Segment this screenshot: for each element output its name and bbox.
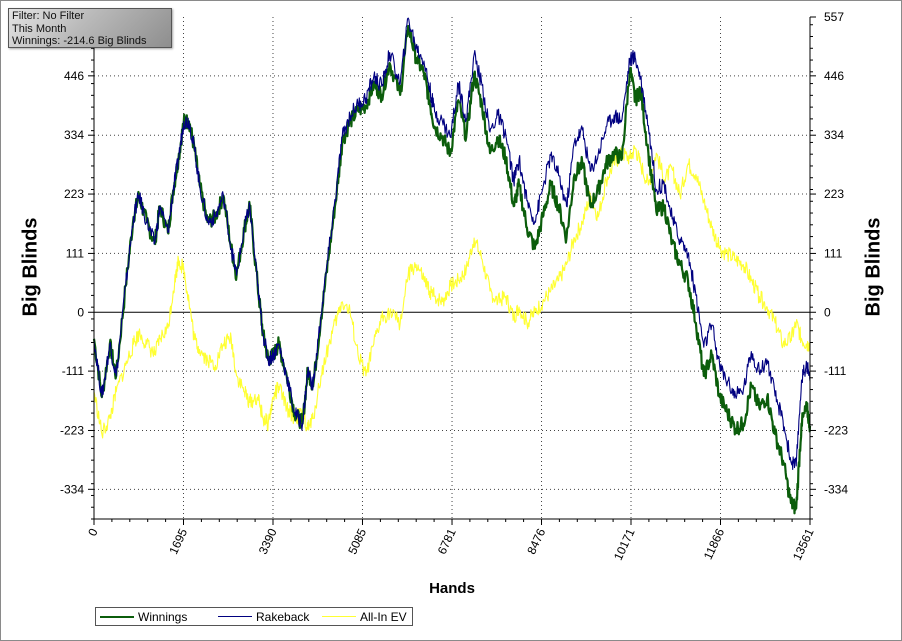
x-tick-label: 1695 xyxy=(166,526,190,556)
legend-swatch-rakeback xyxy=(218,616,252,617)
x-tick-label: 6781 xyxy=(435,526,459,556)
info-box: Filter: No Filter This Month Winnings: -… xyxy=(8,8,172,48)
legend-item-allin-ev: All-In EV xyxy=(318,610,407,624)
y-tick-label-right: 223 xyxy=(824,187,844,201)
y-tick-label-right: 557 xyxy=(824,10,844,24)
x-tick-label: 5085 xyxy=(345,526,369,556)
y-tick-label-left: -223 xyxy=(60,423,84,437)
legend-label-allin-ev: All-In EV xyxy=(360,609,407,624)
y-tick-label-left: 223 xyxy=(64,187,84,201)
series-line-allin-ev xyxy=(93,145,811,439)
plot-area xyxy=(94,17,810,519)
y-axis-label-right: Big Blinds xyxy=(862,217,885,317)
legend: Winnings Rakeback All-In EV xyxy=(95,607,413,626)
x-tick-label: 3390 xyxy=(256,526,280,556)
legend-item-rakeback: Rakeback xyxy=(214,610,318,624)
y-tick-label-left: 0 xyxy=(77,305,84,319)
y-tick-label-left: 111 xyxy=(66,246,85,260)
legend-label-rakeback: Rakeback xyxy=(256,609,310,624)
y-tick-label-right: 446 xyxy=(824,69,844,83)
x-axis-label: Hands xyxy=(429,580,475,597)
y-tick-label-right: 334 xyxy=(824,128,844,142)
y-tick-label-left: -111 xyxy=(62,364,85,378)
series-line-rakeback xyxy=(93,17,811,471)
winnings-text: Winnings: -214.6 Big Blinds xyxy=(12,35,147,47)
filter-text: Filter: No Filter xyxy=(12,10,85,22)
legend-item-winnings: Winnings xyxy=(96,610,214,624)
y-tick-label-right: -111 xyxy=(824,364,847,378)
y-tick-label-right: -223 xyxy=(824,423,848,437)
y-axis-label-left: Big Blinds xyxy=(19,217,42,317)
y-tick-label-left: 446 xyxy=(64,69,84,83)
legend-label-winnings: Winnings xyxy=(138,609,188,624)
y-tick-label-right: -334 xyxy=(824,482,848,496)
legend-swatch-winnings xyxy=(100,615,134,618)
x-tick-label: 13561 xyxy=(790,526,817,562)
y-tick-label-right: 111 xyxy=(824,246,843,260)
x-tick-label: 10171 xyxy=(611,526,638,562)
y-tick-label-right: 0 xyxy=(824,305,831,319)
x-tick-label: 11866 xyxy=(701,526,728,562)
y-tick-label-left: 334 xyxy=(64,128,84,142)
legend-swatch-allin-ev xyxy=(322,616,356,617)
x-tick-label: 0 xyxy=(85,526,101,538)
period-text: This Month xyxy=(12,22,67,35)
series-line-winnings xyxy=(92,24,812,515)
y-tick-label-left: -334 xyxy=(60,482,84,496)
x-tick-label: 8476 xyxy=(524,526,548,556)
